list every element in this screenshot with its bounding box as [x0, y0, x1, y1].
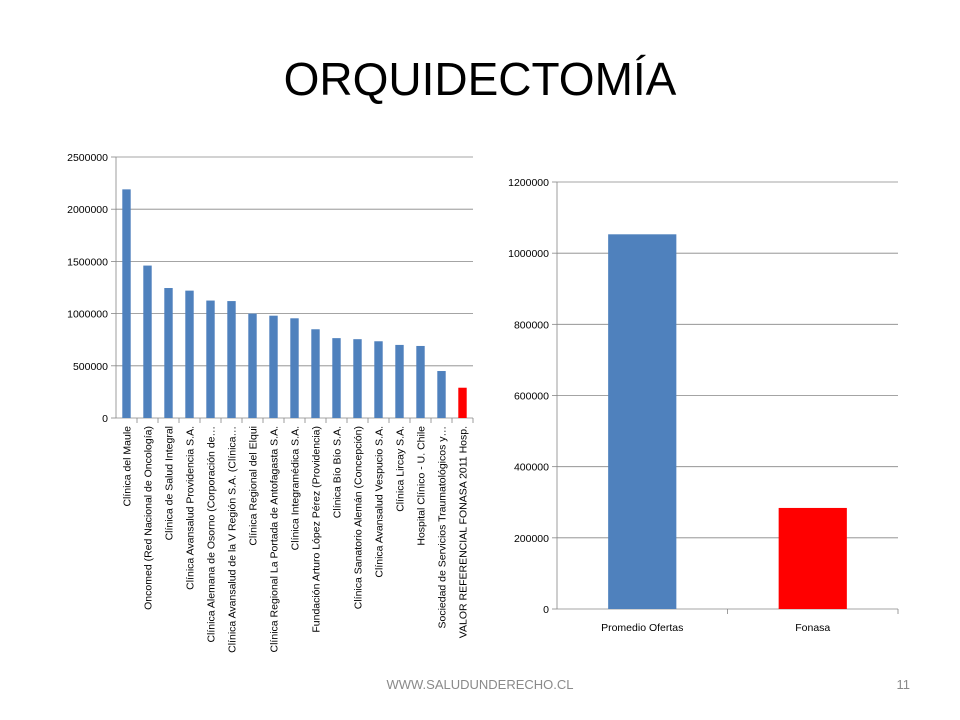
bar	[185, 290, 194, 418]
y-tick-label: 1500000	[67, 256, 108, 268]
bar	[458, 387, 467, 418]
bar	[332, 338, 341, 418]
x-tick-label: Clínica Regional La Portada de Antofagas…	[269, 426, 281, 652]
page-number: 11	[896, 677, 911, 692]
bar	[206, 300, 215, 418]
x-tick-label: Clínica Integramédica S.A.	[290, 426, 302, 550]
y-tick-label: 2500000	[67, 152, 108, 164]
bar	[164, 288, 173, 418]
y-tick-label: 600000	[514, 391, 549, 403]
x-tick-label: Clínica Regional del Elqui	[248, 426, 260, 546]
bar	[227, 301, 236, 418]
y-tick-label: 1200000	[508, 177, 549, 189]
y-tick-label: 1000000	[508, 248, 549, 260]
y-tick-label: 800000	[514, 319, 549, 331]
x-tick-label: Hospital Clínico - U. Chile	[416, 426, 428, 546]
bar	[290, 318, 299, 418]
x-tick-label: Clínica de Salud Integral	[164, 426, 176, 540]
bar	[248, 313, 257, 418]
bar	[122, 189, 131, 418]
x-tick-label: Clínica Sanatorio Alemán (Concepción)	[353, 426, 365, 609]
bar	[269, 315, 278, 418]
x-tick-label: Clínica Avansalud Vespucio S.A.	[374, 426, 386, 578]
y-tick-label: 2000000	[67, 204, 108, 216]
x-tick-label: Promedio Ofertas	[601, 622, 683, 634]
bar	[416, 345, 425, 418]
x-tick-label: Clínica Avansalud de la V Región S.A. (C…	[227, 426, 239, 653]
bar	[311, 329, 320, 418]
y-tick-label: 1000000	[67, 309, 108, 321]
footer-url: WWW.SALUDUNDERECHO.CL	[386, 677, 574, 692]
bar	[437, 371, 446, 418]
y-tick-label: 400000	[514, 462, 549, 474]
bar	[143, 265, 152, 418]
x-tick-label: Clínica Bío Bío S.A.	[332, 426, 344, 518]
bar	[395, 344, 404, 418]
slide-title: ORQUIDECTOMÍA	[283, 53, 677, 105]
y-tick-label: 0	[543, 604, 549, 616]
x-tick-label: Sociedad de Servicios Traumatológicos y…	[437, 426, 449, 629]
x-tick-label: VALOR REFERENCIAL FONASA 2011 Hosp.	[458, 426, 470, 638]
x-tick-label: Fundación Arturo López Pérez (Providenci…	[311, 426, 323, 633]
x-tick-label: Clínica Alemana de Osorno (Corporación d…	[206, 426, 218, 643]
y-tick-label: 500000	[73, 361, 108, 373]
bar	[608, 234, 677, 609]
x-tick-label: Oncomed (Red Nacional de Oncología)	[143, 426, 155, 610]
x-tick-label: Fonasa	[795, 622, 830, 634]
x-tick-label: Clínica Avansalud Providencia S.A.	[185, 426, 197, 590]
bar	[353, 339, 362, 418]
bar	[778, 507, 847, 609]
y-tick-label: 0	[102, 413, 108, 425]
x-tick-label: Clínica del Maule	[122, 426, 134, 507]
bar	[374, 341, 383, 418]
x-tick-label: Clínica Lircay S.A.	[395, 426, 407, 512]
y-tick-label: 200000	[514, 533, 549, 545]
